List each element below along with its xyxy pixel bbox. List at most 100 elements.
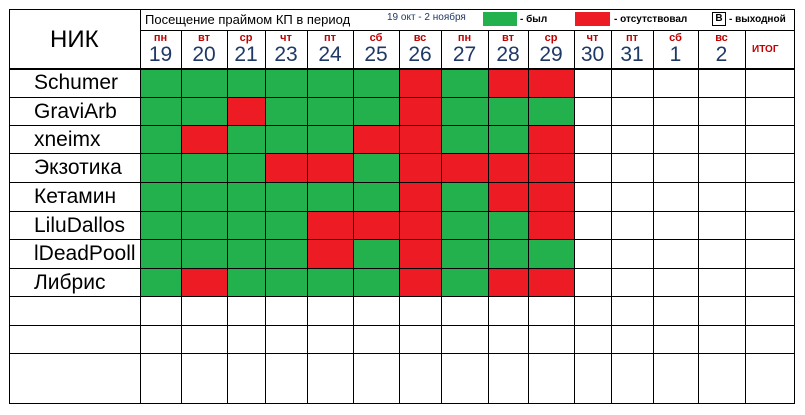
attendance-cell-present[interactable] xyxy=(140,211,181,239)
attendance-cell-empty[interactable] xyxy=(698,325,745,353)
attendance-cell-empty[interactable] xyxy=(574,325,611,353)
attendance-cell-empty[interactable] xyxy=(399,353,441,403)
attendance-cell-present[interactable] xyxy=(181,239,227,268)
attendance-cell-empty[interactable] xyxy=(611,353,653,403)
attendance-cell-empty[interactable] xyxy=(528,296,574,325)
total-cell[interactable] xyxy=(745,125,794,153)
attendance-cell-empty[interactable] xyxy=(307,296,353,325)
attendance-cell-empty[interactable] xyxy=(227,296,265,325)
attendance-cell-empty[interactable] xyxy=(140,296,181,325)
total-cell[interactable] xyxy=(745,239,794,268)
attendance-cell-empty[interactable] xyxy=(698,125,745,153)
attendance-cell-present[interactable] xyxy=(181,211,227,239)
attendance-cell-present[interactable] xyxy=(265,125,307,153)
attendance-cell-present[interactable] xyxy=(441,125,488,153)
attendance-cell-present[interactable] xyxy=(227,182,265,211)
total-cell[interactable] xyxy=(745,211,794,239)
total-cell[interactable] xyxy=(745,68,794,97)
total-cell[interactable] xyxy=(745,353,794,403)
attendance-cell-empty[interactable] xyxy=(698,239,745,268)
attendance-cell-empty[interactable] xyxy=(698,68,745,97)
attendance-cell-empty[interactable] xyxy=(653,211,698,239)
attendance-cell-absent[interactable] xyxy=(441,153,488,182)
attendance-cell-absent[interactable] xyxy=(399,153,441,182)
attendance-cell-present[interactable] xyxy=(441,268,488,296)
attendance-cell-present[interactable] xyxy=(307,182,353,211)
attendance-cell-empty[interactable] xyxy=(611,325,653,353)
attendance-cell-empty[interactable] xyxy=(574,296,611,325)
attendance-cell-empty[interactable] xyxy=(574,97,611,125)
attendance-cell-empty[interactable] xyxy=(574,353,611,403)
attendance-cell-empty[interactable] xyxy=(698,211,745,239)
attendance-cell-absent[interactable] xyxy=(227,97,265,125)
attendance-cell-empty[interactable] xyxy=(698,182,745,211)
attendance-cell-empty[interactable] xyxy=(653,353,698,403)
attendance-cell-present[interactable] xyxy=(140,97,181,125)
attendance-cell-empty[interactable] xyxy=(265,353,307,403)
attendance-cell-absent[interactable] xyxy=(528,182,574,211)
attendance-cell-present[interactable] xyxy=(140,182,181,211)
attendance-cell-absent[interactable] xyxy=(399,182,441,211)
attendance-cell-absent[interactable] xyxy=(528,268,574,296)
attendance-cell-present[interactable] xyxy=(488,97,528,125)
attendance-cell-present[interactable] xyxy=(265,239,307,268)
attendance-cell-absent[interactable] xyxy=(399,239,441,268)
attendance-cell-empty[interactable] xyxy=(140,325,181,353)
attendance-cell-absent[interactable] xyxy=(353,211,399,239)
attendance-cell-empty[interactable] xyxy=(488,296,528,325)
attendance-cell-present[interactable] xyxy=(265,68,307,97)
attendance-cell-empty[interactable] xyxy=(653,296,698,325)
attendance-cell-empty[interactable] xyxy=(698,153,745,182)
total-cell[interactable] xyxy=(745,153,794,182)
attendance-cell-absent[interactable] xyxy=(399,97,441,125)
attendance-cell-absent[interactable] xyxy=(488,268,528,296)
attendance-cell-present[interactable] xyxy=(353,182,399,211)
attendance-cell-empty[interactable] xyxy=(488,353,528,403)
attendance-cell-empty[interactable] xyxy=(653,182,698,211)
attendance-cell-present[interactable] xyxy=(353,97,399,125)
attendance-cell-empty[interactable] xyxy=(611,239,653,268)
attendance-cell-present[interactable] xyxy=(227,239,265,268)
attendance-cell-present[interactable] xyxy=(181,68,227,97)
attendance-cell-present[interactable] xyxy=(227,125,265,153)
attendance-cell-empty[interactable] xyxy=(653,239,698,268)
attendance-cell-absent[interactable] xyxy=(399,268,441,296)
total-cell[interactable] xyxy=(745,97,794,125)
total-cell[interactable] xyxy=(745,182,794,211)
attendance-cell-empty[interactable] xyxy=(528,353,574,403)
attendance-cell-empty[interactable] xyxy=(181,325,227,353)
attendance-cell-empty[interactable] xyxy=(181,296,227,325)
attendance-cell-present[interactable] xyxy=(353,268,399,296)
attendance-cell-present[interactable] xyxy=(181,97,227,125)
attendance-cell-absent[interactable] xyxy=(399,68,441,97)
attendance-cell-present[interactable] xyxy=(441,182,488,211)
attendance-cell-absent[interactable] xyxy=(399,211,441,239)
attendance-cell-present[interactable] xyxy=(307,97,353,125)
attendance-cell-empty[interactable] xyxy=(574,268,611,296)
attendance-cell-present[interactable] xyxy=(307,68,353,97)
attendance-cell-empty[interactable] xyxy=(353,296,399,325)
attendance-cell-absent[interactable] xyxy=(307,153,353,182)
attendance-cell-absent[interactable] xyxy=(181,268,227,296)
attendance-cell-empty[interactable] xyxy=(399,325,441,353)
attendance-cell-absent[interactable] xyxy=(488,153,528,182)
total-cell[interactable] xyxy=(745,325,794,353)
attendance-cell-empty[interactable] xyxy=(441,353,488,403)
attendance-cell-empty[interactable] xyxy=(611,296,653,325)
attendance-cell-present[interactable] xyxy=(441,211,488,239)
attendance-cell-empty[interactable] xyxy=(611,268,653,296)
attendance-cell-empty[interactable] xyxy=(653,268,698,296)
attendance-cell-empty[interactable] xyxy=(441,296,488,325)
attendance-cell-empty[interactable] xyxy=(698,353,745,403)
attendance-cell-empty[interactable] xyxy=(574,125,611,153)
attendance-cell-present[interactable] xyxy=(307,125,353,153)
attendance-cell-present[interactable] xyxy=(181,153,227,182)
attendance-cell-present[interactable] xyxy=(488,211,528,239)
attendance-cell-empty[interactable] xyxy=(698,268,745,296)
attendance-cell-absent[interactable] xyxy=(265,153,307,182)
attendance-cell-present[interactable] xyxy=(353,153,399,182)
attendance-cell-present[interactable] xyxy=(353,68,399,97)
attendance-cell-empty[interactable] xyxy=(353,325,399,353)
attendance-cell-empty[interactable] xyxy=(611,182,653,211)
attendance-cell-present[interactable] xyxy=(353,239,399,268)
